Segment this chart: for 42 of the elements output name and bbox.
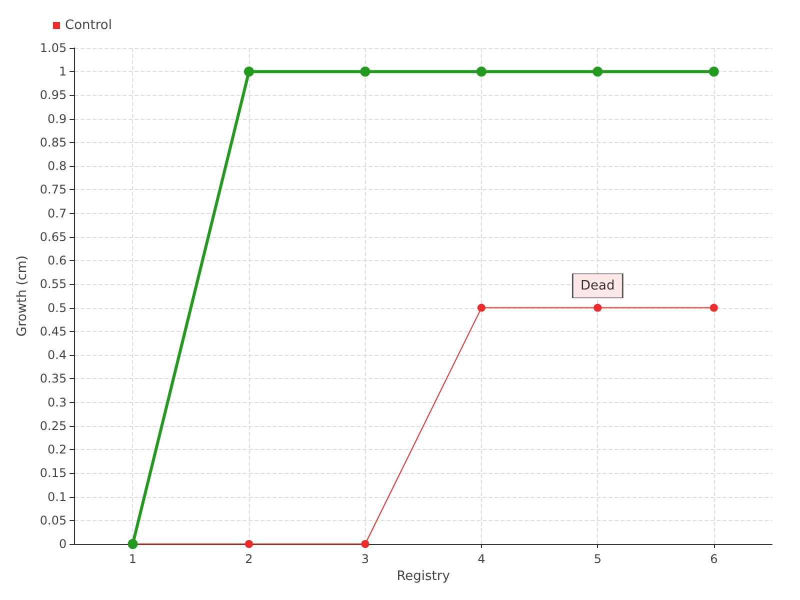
y-tick-label: 0.15: [40, 466, 67, 480]
y-tick-label: 0.35: [40, 372, 67, 386]
x-tick-label: 2: [245, 552, 253, 566]
y-tick-label: 1: [58, 64, 67, 79]
point: [360, 66, 370, 77]
annotation: Dead: [580, 278, 615, 294]
point: [361, 540, 370, 548]
y-tick-label: 1.05: [40, 41, 67, 55]
y-axis-title: Growth (cm): [15, 255, 30, 337]
y-tick-label: 0.95: [40, 88, 67, 102]
y-tick-label: 0.65: [40, 230, 67, 244]
y-tick-label: 0.5: [48, 300, 67, 315]
y-tick-label: 0.8: [48, 159, 67, 174]
legend-label: Control: [65, 18, 112, 33]
y-tick-label: 0.45: [40, 324, 67, 338]
x-axis-title: Registry: [396, 568, 450, 584]
y-tick-label: 0.55: [40, 277, 67, 292]
x-tick-label: 6: [710, 552, 718, 566]
point: [476, 66, 486, 77]
point: [710, 304, 718, 312]
x-tick-label: 4: [478, 552, 486, 566]
point: [592, 66, 603, 77]
point: [244, 66, 254, 77]
y-tick-label: 0.4: [48, 348, 67, 362]
y-tick-label: 0.6: [48, 254, 67, 268]
y-tick-label: 0.25: [40, 418, 67, 433]
y-tick-label: 0.05: [40, 513, 67, 528]
y-tick-label: 0.75: [40, 182, 67, 197]
x-tick-label: 5: [594, 552, 602, 566]
x-tick-label: 1: [128, 552, 137, 566]
y-tick-label: 0.85: [40, 135, 67, 150]
y-tick-label: 0.2: [48, 442, 67, 457]
y-tick-label: 0: [58, 537, 67, 551]
y-tick-label: 0.1: [48, 490, 67, 504]
point: [244, 540, 253, 548]
point: [708, 66, 719, 77]
y-tick-label: 0.9: [48, 112, 67, 126]
y-tick-label: 0.7: [48, 206, 67, 220]
x-tick-label: 3: [361, 552, 370, 566]
point: [594, 304, 602, 312]
point: [477, 304, 486, 312]
y-tick-label: 0.3: [48, 395, 67, 410]
